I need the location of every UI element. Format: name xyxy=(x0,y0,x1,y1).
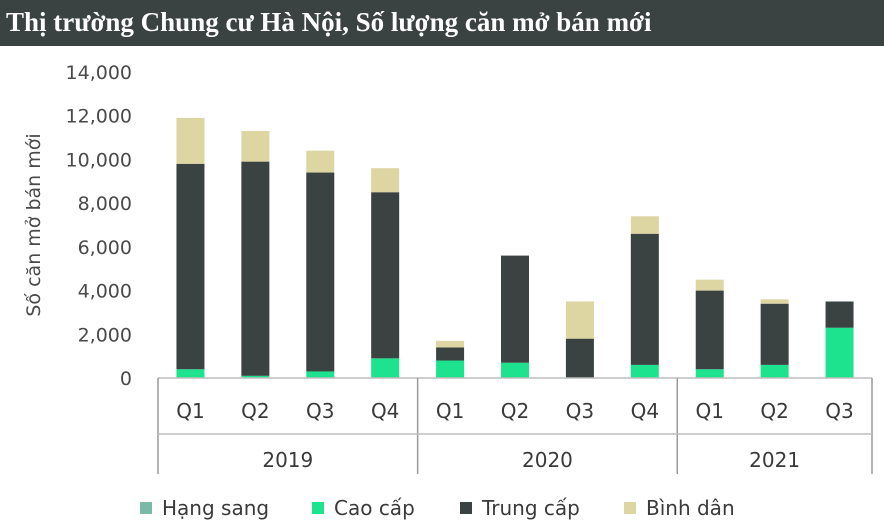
bar-segment-Bình dân xyxy=(436,340,465,348)
bar-segment-Cao cấp xyxy=(176,369,205,378)
bar-segment-Cao cấp xyxy=(630,364,659,378)
x-tick-label: Q4 xyxy=(371,399,399,423)
bar-segment-Trung cấp xyxy=(825,301,854,328)
y-tick-label: 2,000 xyxy=(78,324,132,346)
bar-segment-Bình dân xyxy=(371,168,400,193)
x-tick-label: Q2 xyxy=(760,399,788,423)
x-tick-label: Q2 xyxy=(501,399,529,423)
x-tick-label: Q1 xyxy=(695,399,723,423)
bar-segment-Trung cấp xyxy=(565,338,594,378)
y-tick-label: 6,000 xyxy=(78,237,132,259)
legend-label: Hạng sang xyxy=(162,496,269,520)
bar-segment-Trung cấp xyxy=(760,303,789,365)
year-label: 2019 xyxy=(262,448,313,472)
legend-label: Cao cấp xyxy=(334,496,415,520)
bar-segment-Cao cấp xyxy=(241,375,270,378)
y-tick-label: 0 xyxy=(120,368,132,390)
y-tick-label: 12,000 xyxy=(66,106,132,128)
bar-segment-Cao cấp xyxy=(436,360,465,378)
bar-segment-Trung cấp xyxy=(695,290,724,370)
y-tick-label: 8,000 xyxy=(78,193,132,215)
y-axis-label: Số căn mở bán mới xyxy=(23,133,45,316)
legend-swatch xyxy=(312,502,324,514)
bar-segment-Trung cấp xyxy=(241,161,270,376)
year-label: 2021 xyxy=(749,448,800,472)
bar-segment-Cao cấp xyxy=(825,327,854,378)
bar-segment-Cao cấp xyxy=(306,371,335,378)
legend-swatch xyxy=(140,502,152,514)
bar-segment-Bình dân xyxy=(565,301,594,339)
bar-segment-Trung cấp xyxy=(630,233,659,365)
bar-segment-Trung cấp xyxy=(436,347,465,361)
legend-swatch xyxy=(624,502,636,514)
bar-segment-Cao cấp xyxy=(760,364,789,378)
y-tick-label: 10,000 xyxy=(66,149,132,171)
x-tick-label: Q3 xyxy=(306,399,334,423)
y-tick-label: 14,000 xyxy=(66,62,132,84)
bar-segment-Bình dân xyxy=(176,117,205,164)
bar-segment-Cao cấp xyxy=(501,362,529,378)
bar-segment-Trung cấp xyxy=(501,255,529,363)
year-label: 2020 xyxy=(522,448,573,472)
x-tick-label: Q4 xyxy=(631,399,659,423)
bar-segment-Bình dân xyxy=(241,131,270,162)
chart-title: Thị trường Chung cư Hà Nội, Số lượng căn… xyxy=(0,0,884,46)
x-tick-label: Q1 xyxy=(176,399,204,423)
bar-segment-Bình dân xyxy=(630,216,659,234)
legend-label: Bình dân xyxy=(646,496,735,520)
x-tick-label: Q3 xyxy=(566,399,594,423)
x-tick-label: Q3 xyxy=(825,399,853,423)
x-tick-label: Q1 xyxy=(436,399,464,423)
legend-swatch xyxy=(460,502,472,514)
legend-label: Trung cấp xyxy=(481,496,580,520)
bar-segment-Trung cấp xyxy=(371,192,400,359)
bar-segment-Bình dân xyxy=(695,279,724,291)
y-tick-label: 4,000 xyxy=(78,281,132,303)
bar-segment-Trung cấp xyxy=(176,163,205,370)
bar-segment-Bình dân xyxy=(306,150,335,173)
bar-segment-Cao cấp xyxy=(371,358,400,378)
x-tick-label: Q2 xyxy=(241,399,269,423)
bar-segment-Trung cấp xyxy=(306,172,335,372)
bar-segment-Bình dân xyxy=(760,299,789,304)
bar-segment-Cao cấp xyxy=(695,369,724,378)
